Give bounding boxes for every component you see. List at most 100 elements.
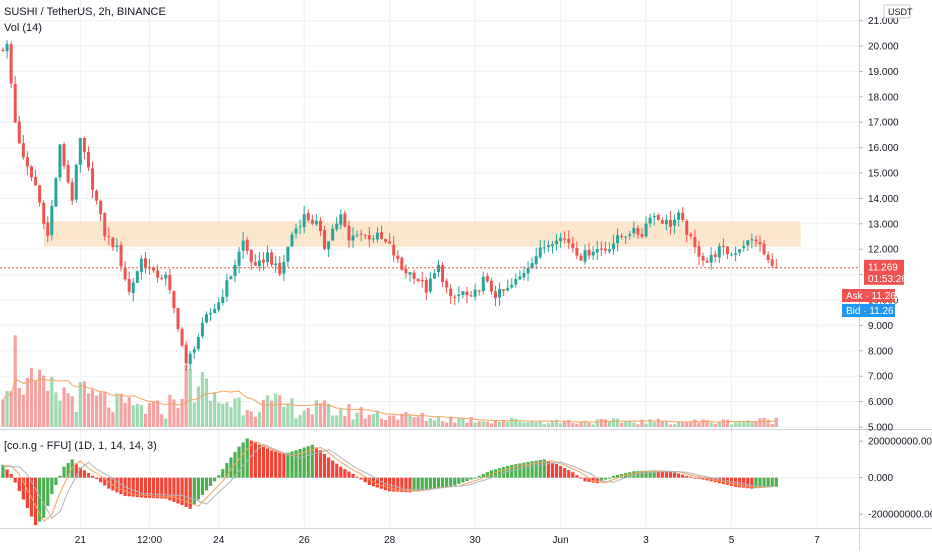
ask-tag bbox=[842, 289, 895, 302]
candle-body bbox=[762, 243, 766, 255]
oscillator-bar bbox=[522, 462, 526, 478]
oscillator-bar bbox=[579, 477, 583, 479]
oscillator-bar bbox=[160, 477, 164, 499]
volume-bar bbox=[217, 402, 221, 427]
candle-body bbox=[86, 151, 90, 168]
oscillator-bar bbox=[25, 477, 30, 509]
volume-bar bbox=[685, 422, 689, 427]
candle-body bbox=[306, 213, 310, 221]
volume-bar bbox=[192, 402, 196, 427]
candle-body bbox=[555, 240, 559, 245]
volume-bar bbox=[131, 405, 135, 427]
candle-body bbox=[131, 282, 135, 293]
oscillator-bar bbox=[241, 442, 245, 478]
time-axis-labels[interactable]: 21 12:00 24 26 28 30 Jun 3 5 7 bbox=[75, 535, 820, 546]
oscillator-bar bbox=[725, 477, 730, 485]
volume-bar bbox=[237, 397, 241, 427]
volume-bar bbox=[82, 381, 86, 427]
volume-bar bbox=[583, 420, 587, 427]
symbol-title[interactable]: SUSHI / TetherUS, 2h, BINANCE bbox=[4, 6, 166, 18]
volume-bar bbox=[648, 419, 652, 427]
volume-bar bbox=[550, 420, 555, 427]
volume-bar bbox=[38, 369, 42, 427]
time-tick-label: 7 bbox=[814, 535, 820, 546]
candle-body bbox=[416, 279, 420, 281]
volume-bar bbox=[339, 408, 343, 427]
volume-bars bbox=[1, 335, 778, 427]
candle-body bbox=[339, 214, 343, 225]
oscillator-bar bbox=[115, 477, 119, 493]
indicator-legend[interactable]: [co.n.g - FFU] (1D, 1, 14, 14, 3) bbox=[4, 440, 157, 452]
oscillator-tick-label: 200000000.000 bbox=[868, 437, 932, 448]
candle-body bbox=[25, 157, 29, 167]
oscillator-bar bbox=[58, 475, 62, 478]
volume-bar bbox=[774, 417, 778, 427]
volume-bar bbox=[50, 376, 54, 427]
candle-body bbox=[498, 288, 502, 298]
oscillator-bar bbox=[689, 476, 693, 478]
time-tick-label: 12:00 bbox=[137, 535, 162, 546]
oscillator-bar bbox=[461, 477, 465, 483]
candle-body bbox=[50, 205, 54, 235]
candle-body bbox=[721, 245, 725, 248]
oscillator-bar bbox=[221, 469, 225, 478]
candle-body bbox=[424, 280, 428, 293]
volume-bar bbox=[485, 421, 489, 427]
volume-bar bbox=[575, 423, 579, 427]
volume-bar bbox=[770, 424, 774, 427]
candle-body bbox=[176, 308, 180, 330]
candle-body bbox=[607, 249, 611, 252]
volume-bar bbox=[563, 421, 567, 427]
oscillator-bar bbox=[229, 457, 233, 478]
price-axis-labels[interactable]: 21.000 20.000 19.000 18.000 17.000 16.000 15.0… bbox=[859, 16, 899, 434]
candle-body bbox=[143, 258, 147, 268]
candle-body bbox=[168, 274, 172, 291]
candle-body bbox=[160, 277, 164, 279]
oscillator-bar bbox=[754, 477, 758, 489]
volume-bar bbox=[628, 420, 632, 427]
volume-bar bbox=[265, 395, 270, 427]
volume-bar bbox=[591, 424, 595, 427]
volume-bar bbox=[510, 417, 514, 427]
oscillator-bar bbox=[176, 477, 180, 504]
volume-bar bbox=[184, 365, 188, 427]
candle-body bbox=[371, 238, 375, 240]
volume-bar bbox=[729, 424, 734, 427]
candle-body bbox=[156, 270, 160, 278]
volume-bar bbox=[477, 421, 481, 427]
currency-badge[interactable]: USDT bbox=[883, 4, 913, 19]
candle-body bbox=[274, 263, 278, 266]
volume-legend[interactable]: Vol (14) bbox=[4, 22, 42, 34]
candle-body bbox=[754, 239, 758, 242]
candle-body bbox=[489, 280, 493, 292]
volume-bar bbox=[465, 422, 469, 427]
oscillator-bar bbox=[746, 477, 750, 489]
oscillator-bar bbox=[445, 477, 449, 488]
price-tick-label: 20.000 bbox=[868, 42, 899, 53]
oscillator-bar bbox=[668, 471, 673, 478]
candle-body bbox=[660, 220, 664, 224]
candle-body bbox=[469, 295, 473, 297]
oscillator-bar bbox=[359, 477, 363, 480]
price-tick-label: 12.000 bbox=[868, 245, 899, 256]
oscillator-bar bbox=[738, 477, 742, 488]
volume-bar bbox=[668, 424, 673, 427]
oscillator-bar bbox=[90, 475, 95, 478]
volume-bar bbox=[78, 382, 82, 427]
volume-bar bbox=[46, 390, 50, 427]
candle-body bbox=[709, 254, 713, 263]
oscillator-bar bbox=[457, 477, 461, 484]
candle-body bbox=[453, 296, 457, 298]
candle-body bbox=[412, 272, 416, 279]
candle-body bbox=[34, 177, 38, 186]
candle-body bbox=[310, 219, 314, 224]
volume-bar bbox=[294, 418, 298, 427]
volume-bar bbox=[270, 400, 274, 427]
volume-bar bbox=[290, 398, 294, 427]
oscillator-bar bbox=[339, 466, 343, 478]
oscillator-bar bbox=[477, 475, 481, 478]
candle-body bbox=[245, 239, 249, 251]
volume-bar bbox=[558, 423, 563, 427]
